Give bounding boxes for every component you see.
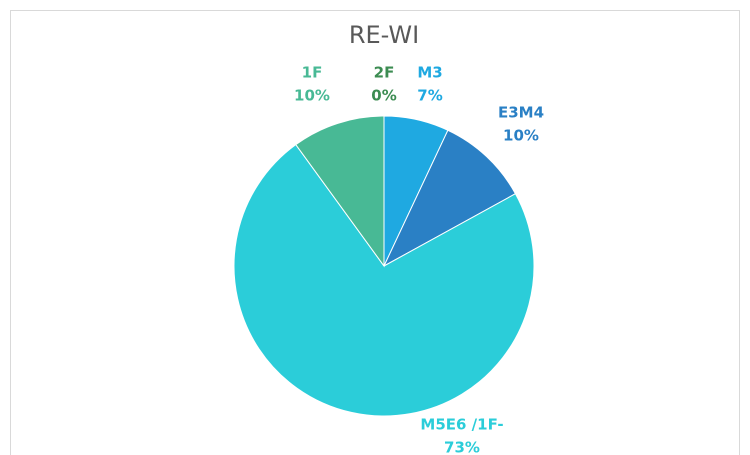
data-label-name: 1F <box>302 64 323 82</box>
data-label-value: 10% <box>294 87 330 105</box>
data-label-value: 7% <box>417 87 442 105</box>
pie-slice <box>233 143 535 417</box>
data-label-name: M5E6 /1F- <box>420 416 503 434</box>
data-label-value: 0% <box>371 87 396 105</box>
chart-title: RE-WI <box>349 21 419 49</box>
data-label-value: 10% <box>503 127 539 145</box>
pie-slice <box>382 129 517 268</box>
data-label-name: 2F <box>374 64 395 82</box>
pie-slice <box>295 115 385 268</box>
data-label-name: E3M4 <box>498 104 544 122</box>
data-label-name: M3 <box>417 64 442 82</box>
data-label-value: 73% <box>444 439 480 455</box>
